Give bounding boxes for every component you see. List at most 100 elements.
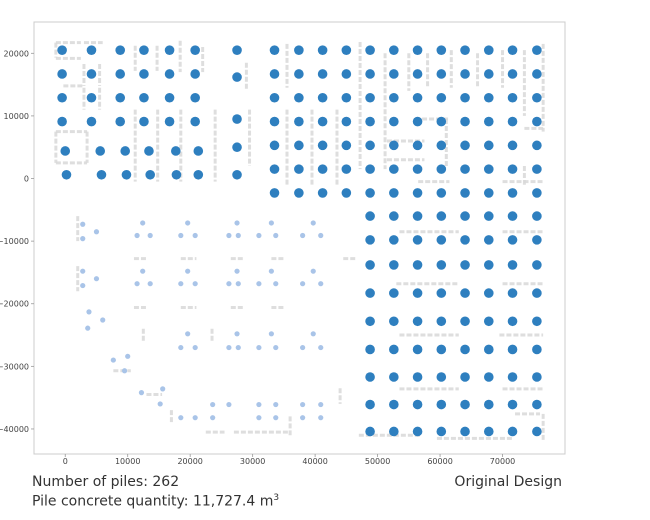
pile-point (86, 92, 97, 103)
pile-point (483, 164, 494, 174)
pile-point (341, 164, 352, 174)
light-pile-point (80, 268, 86, 274)
pile-point (436, 235, 447, 245)
pile-point (365, 288, 375, 298)
pile-point (294, 69, 304, 79)
pile-point (460, 316, 470, 327)
pile-point (389, 188, 399, 198)
y-tick-label: 10000 (4, 112, 29, 121)
light-pile-point (235, 232, 241, 239)
pile-point (389, 399, 399, 410)
pile-point (365, 211, 375, 221)
pile-point (341, 116, 352, 127)
pile-point (389, 316, 399, 327)
pile-point (460, 235, 470, 245)
pile-point (412, 140, 423, 151)
pile-point (139, 45, 149, 55)
pile-point (436, 211, 447, 221)
pile-point (269, 140, 280, 151)
pile-point (389, 69, 399, 79)
pile-point (460, 92, 470, 103)
light-pile-point (234, 268, 240, 274)
pile-point (507, 164, 518, 174)
pile-point (365, 316, 375, 327)
light-pile-point (300, 281, 306, 287)
x-axis-ticks: 0 10000 20000 30000 40000 50000 60000 70000 (63, 454, 515, 466)
pile-point (532, 426, 542, 437)
light-pile-point (192, 415, 198, 421)
pile-point (317, 164, 328, 174)
pile-point (171, 169, 182, 180)
light-pile-point (80, 221, 86, 227)
light-pile-point (210, 401, 216, 408)
light-pile-point (310, 268, 316, 274)
light-pile-point (318, 281, 324, 287)
pile-point (460, 69, 470, 79)
pile-point (269, 45, 280, 55)
pile-point (412, 260, 423, 270)
pile-point (412, 92, 423, 103)
light-pile-point (134, 281, 140, 287)
pile-point (365, 399, 375, 410)
pile-point (164, 92, 175, 103)
pile-point (57, 92, 67, 103)
light-pile-point (318, 415, 324, 421)
pile-point (483, 399, 494, 410)
pile-point (460, 211, 470, 221)
concrete-quantity-text: Pile concrete quantity: 11,727.4 m (32, 493, 274, 510)
pile-point (389, 140, 399, 151)
light-pile-point (192, 232, 198, 239)
pile-point (232, 45, 242, 55)
light-pile-point (273, 401, 279, 408)
pile-point (317, 188, 328, 198)
y-tick-label: −40000 (0, 425, 29, 434)
pile-point (412, 211, 423, 221)
light-pile-point (235, 344, 241, 351)
pile-point (86, 116, 97, 127)
pile-point (532, 344, 542, 355)
pile-point (365, 116, 375, 127)
pile-point (365, 372, 375, 382)
light-pile-point (256, 415, 262, 421)
light-pile-point (100, 317, 106, 323)
pile-point (507, 372, 518, 382)
pile-point (193, 146, 204, 156)
pile-point (460, 344, 470, 355)
pile-point (507, 140, 518, 151)
pile-point (507, 211, 518, 221)
pile-point (460, 45, 470, 55)
y-tick-label: −20000 (0, 300, 29, 309)
light-pile-point (300, 232, 306, 239)
light-pile-point (226, 232, 232, 239)
pile-point (436, 140, 447, 151)
light-pile-point (318, 344, 324, 351)
light-pile-point (318, 401, 324, 408)
pile-point (412, 426, 423, 437)
light-pile-point (134, 232, 140, 239)
pile-point (294, 188, 304, 198)
pile-point (412, 235, 423, 245)
light-pile-point (125, 353, 131, 359)
pile-point (483, 372, 494, 382)
pile-point (532, 316, 542, 327)
pile-point (460, 288, 470, 298)
light-pile-point (86, 309, 92, 315)
pile-point (507, 116, 518, 127)
pile-point (507, 426, 518, 437)
pile-point (412, 316, 423, 327)
pile-point (269, 116, 280, 127)
light-pile-point (192, 281, 198, 287)
pile-point (139, 116, 149, 127)
pile-point (294, 164, 304, 174)
pile-point (57, 116, 67, 127)
pile-point (389, 211, 399, 221)
pile-point (532, 69, 542, 79)
pile-point (532, 399, 542, 410)
pile-point (532, 45, 542, 55)
pile-point (365, 140, 375, 151)
light-pile-point (273, 281, 279, 287)
pile-point (144, 146, 154, 156)
pile-point (483, 344, 494, 355)
pile-point (532, 288, 542, 298)
